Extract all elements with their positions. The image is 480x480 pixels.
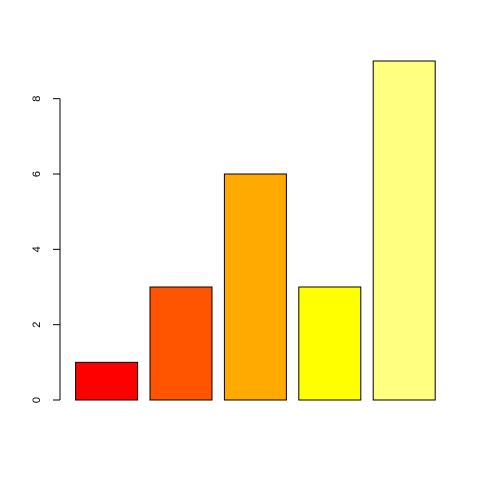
bar-4 [298, 286, 362, 401]
y-tick-label: 2 [31, 322, 43, 328]
bar-2 [149, 286, 213, 401]
y-axis: 0 2 4 6 8 [31, 96, 61, 403]
y-tick-label: 8 [31, 96, 43, 102]
bar-3 [223, 173, 287, 401]
bar-5 [372, 60, 436, 401]
y-tick-label: 4 [31, 246, 43, 252]
bar-1 [75, 361, 139, 401]
y-tick-label: 0 [31, 397, 43, 403]
y-tick-label: 6 [31, 171, 43, 177]
bars [75, 60, 436, 401]
